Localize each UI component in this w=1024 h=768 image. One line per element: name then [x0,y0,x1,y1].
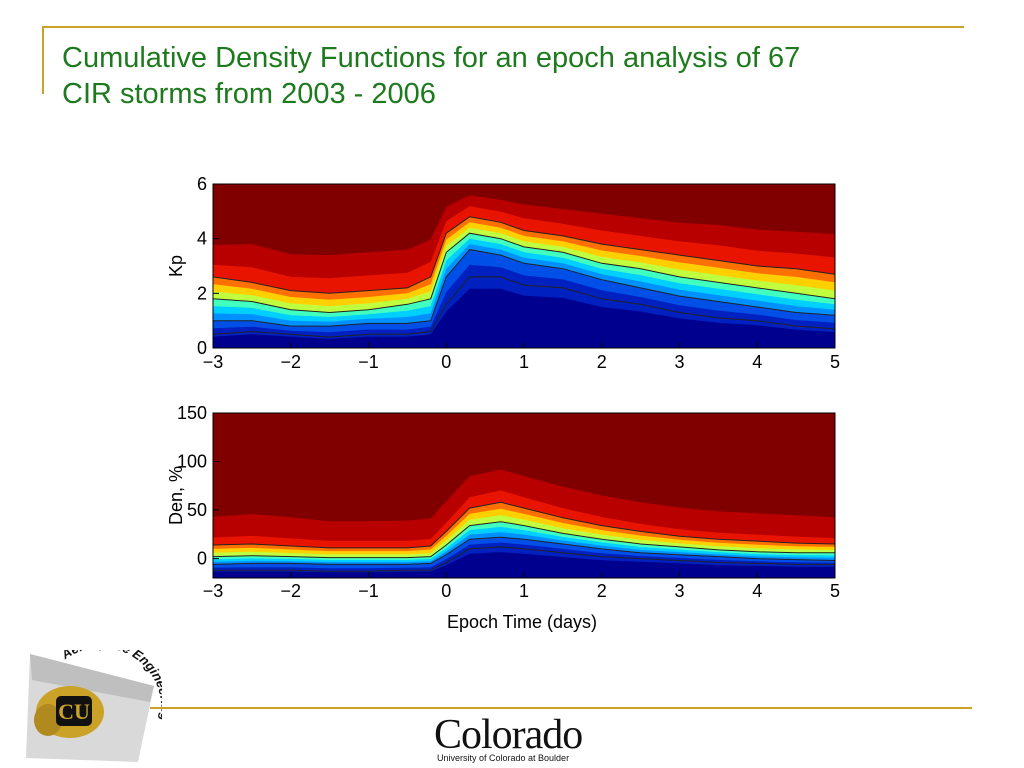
x-tick-label: 2 [597,352,607,372]
y-tick-label: 150 [177,403,207,423]
y-tick-label: 0 [197,549,207,569]
x-tick-label: 5 [830,352,840,372]
y-axis-label: Den, % [166,466,186,525]
panel-1: −3 −2 −1 0 1 2 3 4 5 0 2 4 6 Kp [166,174,840,372]
panel-1-bands [213,184,835,348]
x-tick-label: −2 [280,581,301,601]
y-tick-label: 100 [177,452,207,472]
slide-title: Cumulative Density Functions for an epoc… [62,40,962,112]
university-subline: University of Colorado at Boulder [437,753,570,763]
top-divider [42,26,964,28]
logo-badge-highlight [30,654,154,702]
y-tick-label: 0 [197,338,207,358]
y-tick-label: 6 [197,174,207,194]
x-tick-label: 4 [752,352,762,372]
y-tick-label: 4 [197,229,207,249]
contour-line-4 [213,501,835,549]
cu-monogram: CU [58,699,90,724]
x-tick-label: 0 [441,352,451,372]
panel-2-bands [213,413,835,578]
university-wordmark: Colorado [434,712,583,758]
density-band-1 [213,552,835,578]
x-tick-label: 5 [830,581,840,601]
title-line-1: Cumulative Density Functions for an epoc… [62,42,801,74]
left-accent-bar [42,26,44,94]
footer-divider [150,707,972,709]
buffalo-head-icon [34,704,62,736]
y-tick-label: 50 [187,500,207,520]
x-tick-label: 2 [597,581,607,601]
contour-line-3 [213,232,835,314]
x-tick-label: −2 [280,352,301,372]
x-tick-label: −3 [203,352,224,372]
x-tick-label: 3 [674,581,684,601]
density-band-1 [213,288,835,348]
x-tick-label: −1 [358,352,379,372]
x-tick-label: 1 [519,581,529,601]
x-tick-label: 3 [674,352,684,372]
y-tick-label: 2 [197,283,207,303]
x-tick-label: −3 [203,581,224,601]
contour-line-2 [213,249,835,327]
y-axis-label: Kp [166,255,186,277]
contour-line-1 [213,546,835,572]
contour-line-3 [213,521,835,559]
x-tick-label: 4 [752,581,762,601]
x-tick-label: 0 [441,581,451,601]
contour-line-2 [213,536,835,565]
aerospace-engineering-logo: CU Aerospace Engineering [26,650,162,762]
contour-line-1 [213,276,835,338]
title-line-2: CIR storms from 2003 - 2006 [62,78,436,110]
cu-monogram-badge [56,696,92,726]
x-axis-label: Epoch Time (days) [447,612,597,632]
x-tick-label: −1 [358,581,379,601]
x-tick-label: 1 [519,352,529,372]
contour-line-4 [213,216,835,294]
